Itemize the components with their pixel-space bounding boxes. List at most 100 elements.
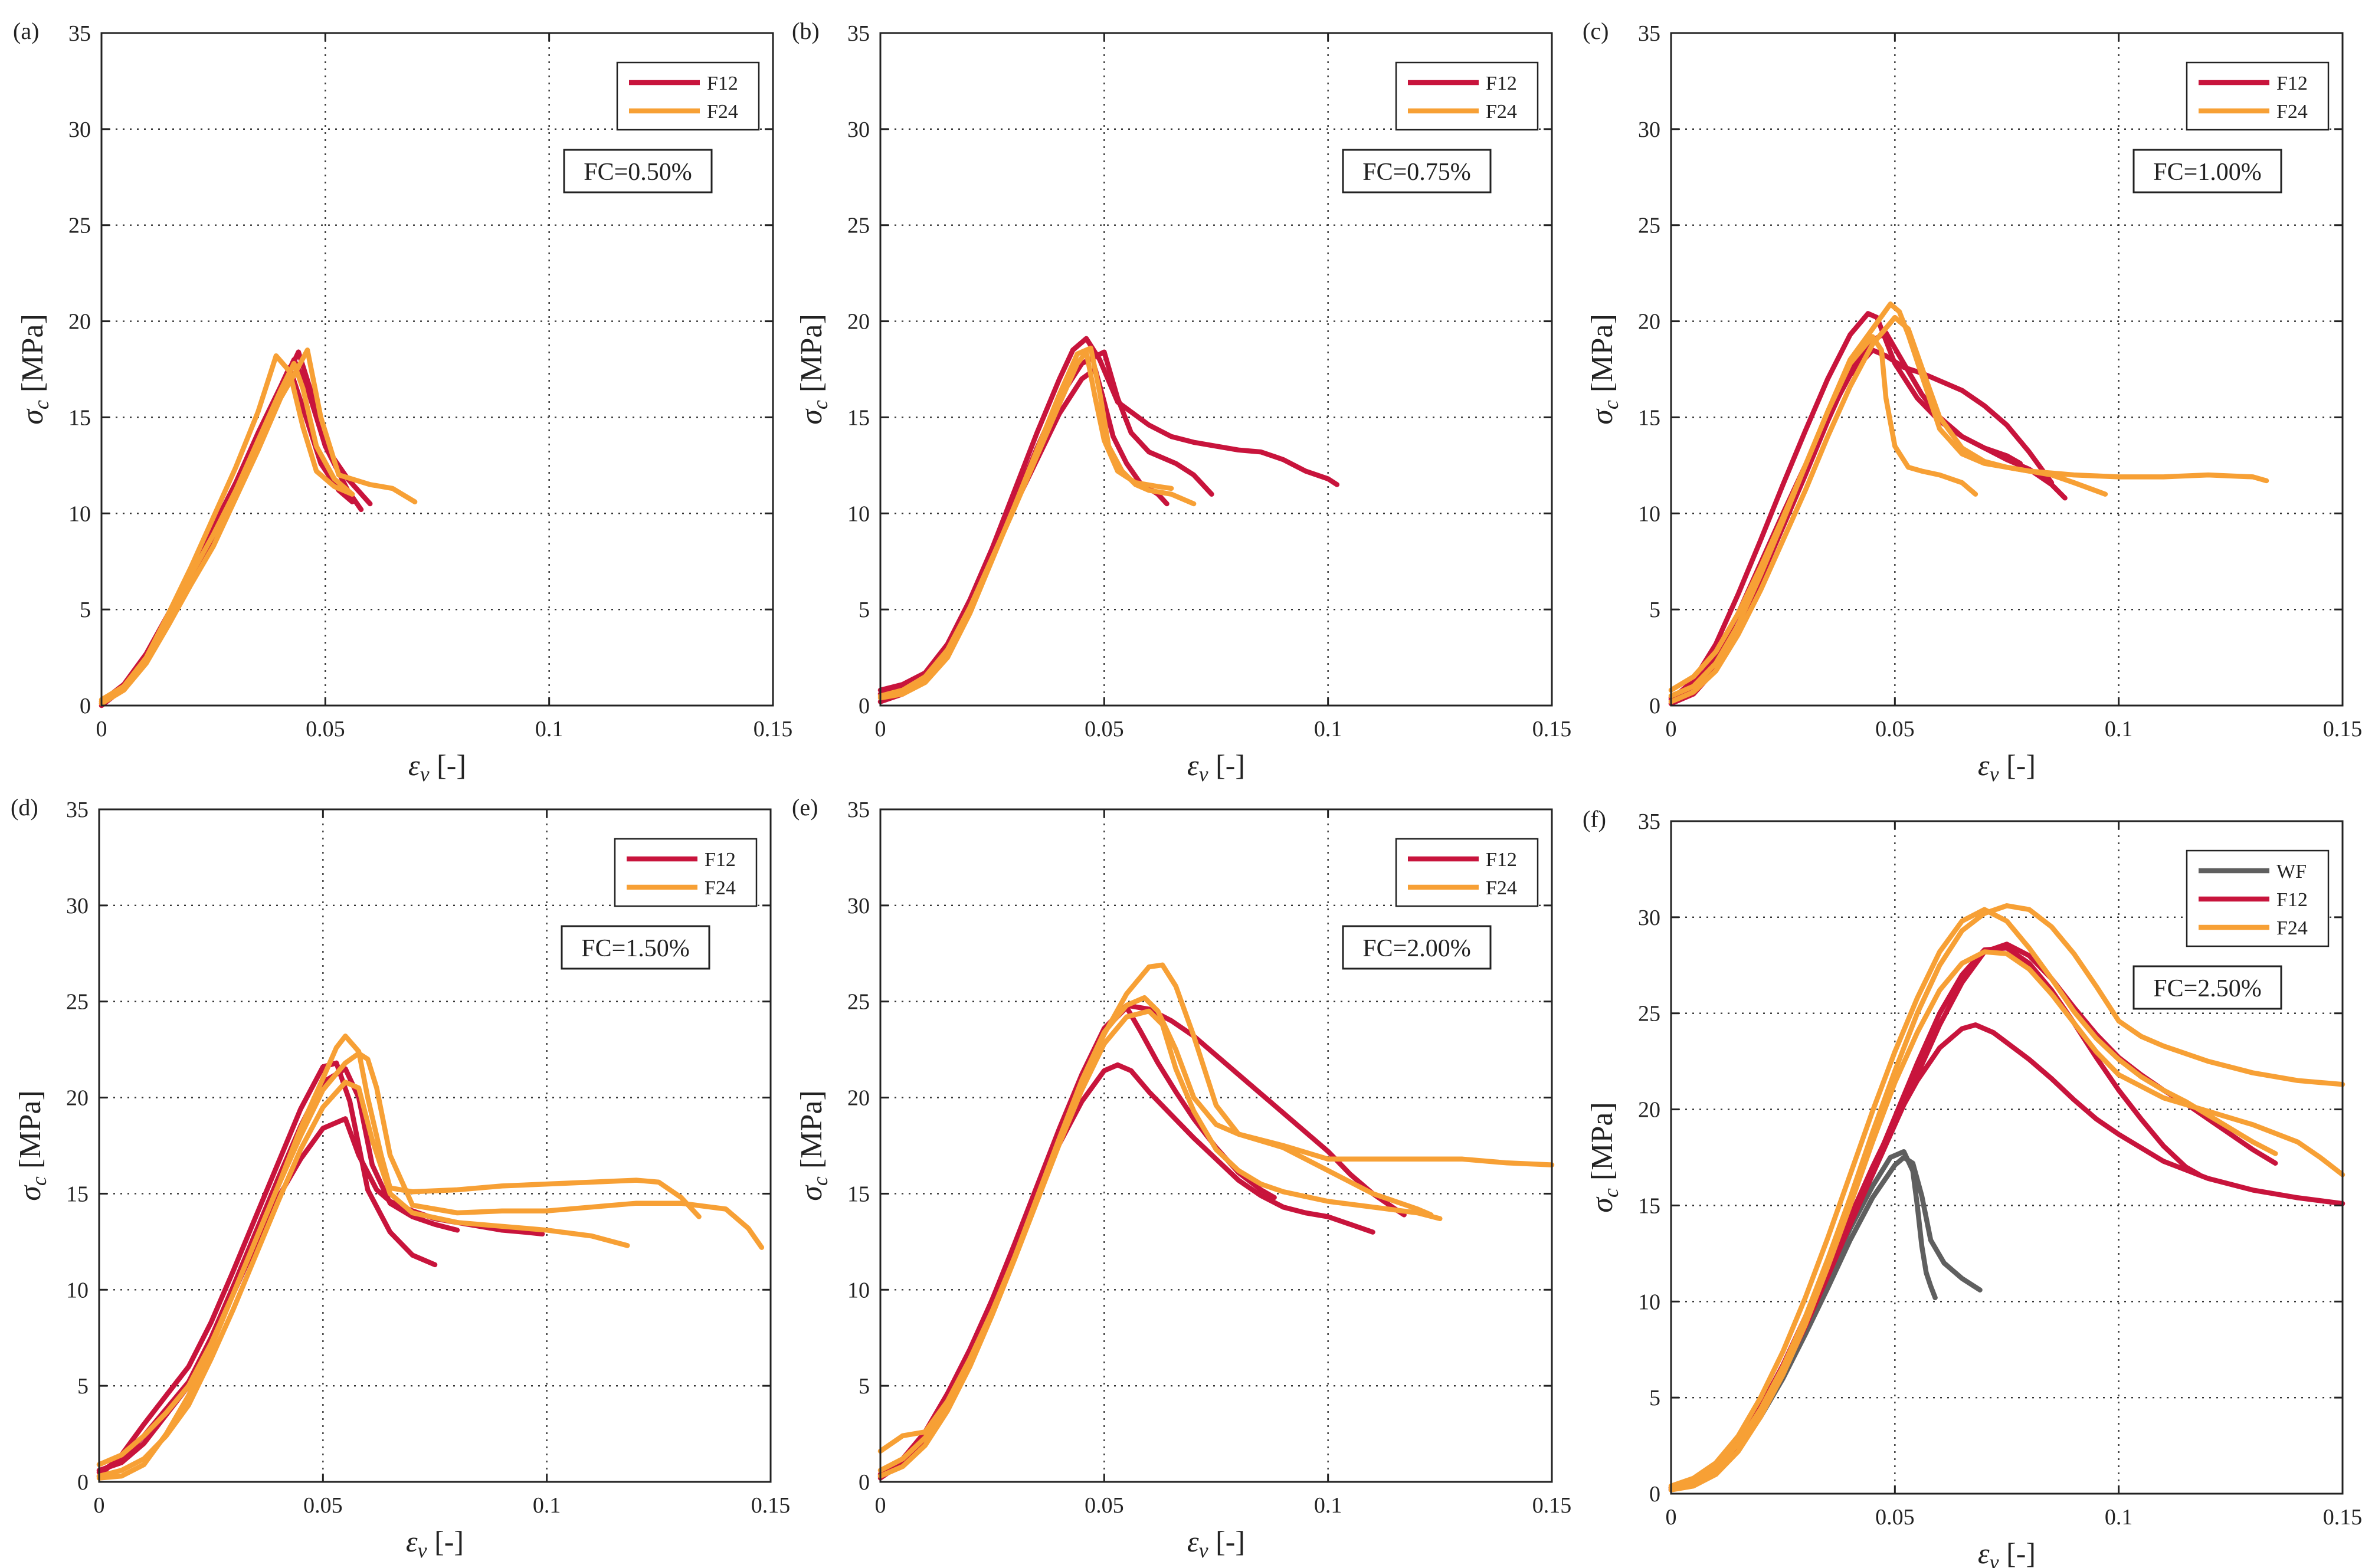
x-tick-label: 0.15: [2323, 1505, 2363, 1530]
y-tick-label: 5: [1649, 1386, 1660, 1410]
x-tick-label: 0.15: [751, 1493, 791, 1518]
fc-annotation-box: [561, 925, 710, 970]
y-tick-label: 0: [80, 694, 91, 719]
x-tick-label: 0.05: [1085, 717, 1124, 742]
plot-area: [101, 33, 773, 706]
y-tick-label: 0: [77, 1470, 89, 1495]
panel-label: (f): [1583, 806, 1606, 832]
plot-area: [99, 809, 771, 1482]
y-axis-label: σc [MPa]: [795, 314, 832, 425]
y-tick-label: 20: [847, 1086, 870, 1111]
legend-box: [1395, 61, 1539, 131]
y-tick-label: 25: [847, 990, 870, 1015]
series-line-f12: [1668, 311, 2068, 703]
panel-label: (a): [13, 18, 39, 44]
legend-label-f12: F12: [707, 73, 738, 94]
legend-label-f24: F24: [707, 101, 738, 123]
y-tick-label: 25: [847, 214, 870, 238]
x-axis-label: εv [-]: [1978, 749, 2036, 786]
y-tick-label: 15: [68, 405, 91, 430]
y-axis-label: σc [MPa]: [795, 1090, 832, 1201]
x-axis-label: εv [-]: [406, 1525, 464, 1562]
series-line-f24: [877, 1008, 1443, 1479]
y-tick-label: 5: [1649, 598, 1660, 622]
legend-label-f12: F12: [2276, 73, 2308, 94]
series-line-f24: [96, 1034, 702, 1467]
y-tick-label: 5: [859, 1374, 870, 1399]
series-line-f24: [1668, 334, 1978, 698]
y-tick-label: 35: [66, 798, 89, 822]
x-tick-label: 0: [875, 1493, 886, 1518]
panel-label: (d): [11, 794, 38, 821]
y-tick-label: 15: [1638, 1193, 1660, 1218]
y-tick-label: 10: [1638, 501, 1660, 526]
y-tick-label: 5: [80, 598, 91, 622]
fc-annotation: FC=1.00%: [2153, 159, 2262, 186]
y-tick-label: 20: [1638, 310, 1660, 334]
fc-annotation-box: [2132, 149, 2282, 193]
chart-panel-d: 0 0.05 0.1 0.15 0 5 10 15 20 25 30 35 (d) εv [-] σc [M…: [11, 794, 790, 1562]
y-tick-label: 15: [847, 405, 870, 430]
legend-box: [616, 61, 760, 131]
series-line-f24: [1668, 314, 2108, 704]
y-tick-label: 30: [1638, 117, 1660, 142]
x-tick-label: 0: [1666, 1505, 1677, 1530]
x-tick-label: 0.1: [535, 717, 564, 742]
panel-label: (b): [792, 18, 820, 44]
y-tick-label: 25: [1638, 214, 1660, 238]
series-line-f24: [96, 1080, 630, 1479]
axes-frame: [879, 808, 1553, 1483]
chart-panel-f: 0 0.05 0.1 0.15 0 5 10 15 20 25 30 35 (f) εv [-] σc [M…: [1583, 806, 2362, 1568]
legend-label-f24: F24: [2276, 917, 2308, 939]
series-line-f24: [877, 349, 1174, 698]
fc-annotation: FC=0.75%: [1362, 159, 1471, 186]
x-tick-label: 0.15: [2323, 717, 2363, 742]
fc-annotation: FC=2.00%: [1362, 935, 1471, 962]
fc-annotation-box: [2132, 965, 2282, 1010]
y-tick-label: 25: [66, 990, 89, 1015]
y-tick-label: 30: [66, 894, 89, 919]
series-line-f24: [96, 1051, 765, 1481]
x-tick-label: 0: [875, 717, 886, 742]
fc-annotation-box: [563, 149, 713, 193]
axes-frame: [100, 32, 774, 707]
y-tick-label: 10: [847, 1278, 870, 1303]
y-tick-label: 35: [68, 21, 91, 46]
legend-label-f24: F24: [705, 877, 736, 899]
x-tick-label: 0.1: [533, 1493, 561, 1518]
x-tick-label: 0.15: [1532, 1493, 1572, 1518]
legend-label-f12: F12: [705, 849, 736, 871]
axes-frame: [1670, 32, 2344, 707]
x-tick-label: 0.1: [1314, 1493, 1342, 1518]
x-tick-label: 0.15: [754, 717, 793, 742]
series-line-f24: [1668, 907, 2278, 1489]
x-tick-label: 0.1: [2105, 717, 2133, 742]
legend-label-f24: F24: [2276, 101, 2308, 123]
series-line-f24: [1668, 949, 2345, 1492]
fc-annotation: FC=1.50%: [581, 935, 690, 962]
legend-box: [2186, 61, 2330, 131]
legend: WF F12 F24: [2186, 849, 2330, 947]
y-axis-label: σc [MPa]: [14, 1090, 51, 1201]
chart-panel-c: 0 0.05 0.1 0.15 0 5 10 15 20 25 30 35 (c) εv [-] σc [M…: [1583, 18, 2362, 786]
x-tick-label: 0.05: [303, 1493, 343, 1518]
y-tick-label: 15: [847, 1182, 870, 1206]
y-tick-label: 10: [1638, 1290, 1660, 1314]
y-tick-label: 15: [66, 1182, 89, 1206]
fc-annotation: FC=0.50%: [584, 159, 692, 186]
x-axis-label: εv [-]: [408, 749, 466, 786]
y-tick-label: 30: [1638, 906, 1660, 930]
chart-panel-a: 0 0.05 0.1 0.15 0 5 10 15 20 25 30 35 (a) εv [-] σc [M…: [13, 18, 792, 786]
y-tick-label: 0: [859, 694, 870, 719]
y-tick-label: 10: [68, 501, 91, 526]
y-tick-label: 35: [847, 21, 870, 46]
y-tick-label: 5: [77, 1374, 89, 1399]
y-tick-label: 15: [1638, 405, 1660, 430]
plot-area: [880, 33, 1552, 706]
axes-frame: [1670, 820, 2344, 1495]
series-line-f12: [96, 1060, 438, 1479]
series-line-f24: [99, 347, 418, 706]
